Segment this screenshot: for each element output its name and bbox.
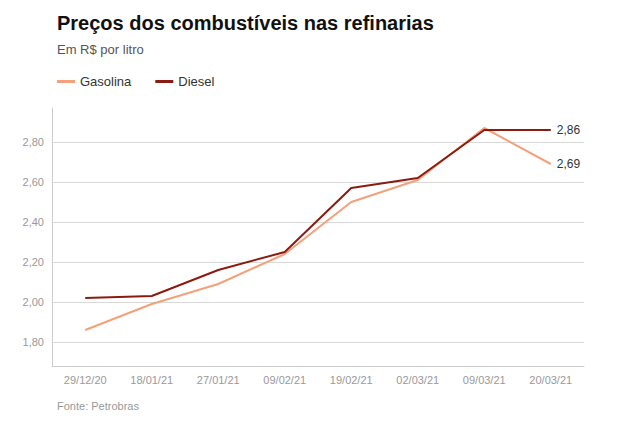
svg-text:19/02/21: 19/02/21 [330,374,373,386]
svg-text:Fonte: Petrobras: Fonte: Petrobras [57,400,139,412]
svg-text:Diesel: Diesel [178,74,214,89]
svg-text:09/02/21: 09/02/21 [263,374,306,386]
svg-text:29/12/20: 29/12/20 [64,374,107,386]
svg-text:18/01/21: 18/01/21 [130,374,173,386]
svg-text:27/01/21: 27/01/21 [197,374,240,386]
svg-text:Gasolina: Gasolina [80,74,132,89]
svg-text:1,80: 1,80 [23,336,44,348]
svg-text:Em R$ por litro: Em R$ por litro [57,42,144,57]
svg-text:09/03/21: 09/03/21 [463,374,506,386]
svg-text:2,60: 2,60 [23,176,44,188]
svg-text:02/03/21: 02/03/21 [396,374,439,386]
svg-text:2,40: 2,40 [23,216,44,228]
svg-text:2,20: 2,20 [23,256,44,268]
svg-text:20/03/21: 20/03/21 [529,374,572,386]
svg-text:2,00: 2,00 [23,296,44,308]
svg-text:Preços dos combustíveis nas re: Preços dos combustíveis nas refinarias [57,12,434,34]
svg-text:2,86: 2,86 [557,123,581,137]
svg-text:2,80: 2,80 [23,136,44,148]
svg-text:2,69: 2,69 [557,157,581,171]
